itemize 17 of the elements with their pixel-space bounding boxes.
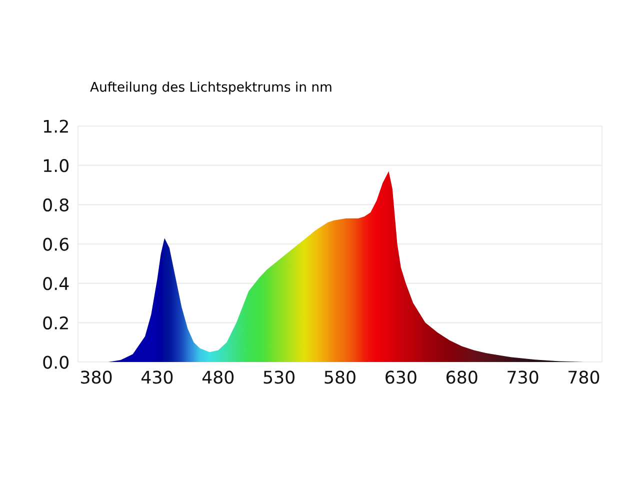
y-tick-label: 0.2 [43,316,68,330]
y-tick-label: 0.8 [43,198,68,212]
y-tick-label: 0.4 [43,277,69,290]
x-tick-label: 580 [324,370,356,384]
x-tick-label: 480 [202,370,234,384]
x-tick-label: 530 [264,370,294,384]
x-tick-label: 730 [508,370,538,384]
y-tick-label: 0.0 [43,356,69,369]
x-tick-label: 780 [568,370,600,384]
chart-title: Aufteilung des Lichtspektrums in nm [90,82,332,94]
x-tick-label: 430 [141,370,173,384]
y-tick-label: 1.2 [44,120,68,133]
y-tick-label: 1.0 [44,159,69,172]
x-tick-label: 630 [386,370,416,384]
x-tick-label: 380 [81,370,112,384]
x-tick-label: 680 [446,370,478,384]
y-tick-label: 0.6 [43,238,69,251]
